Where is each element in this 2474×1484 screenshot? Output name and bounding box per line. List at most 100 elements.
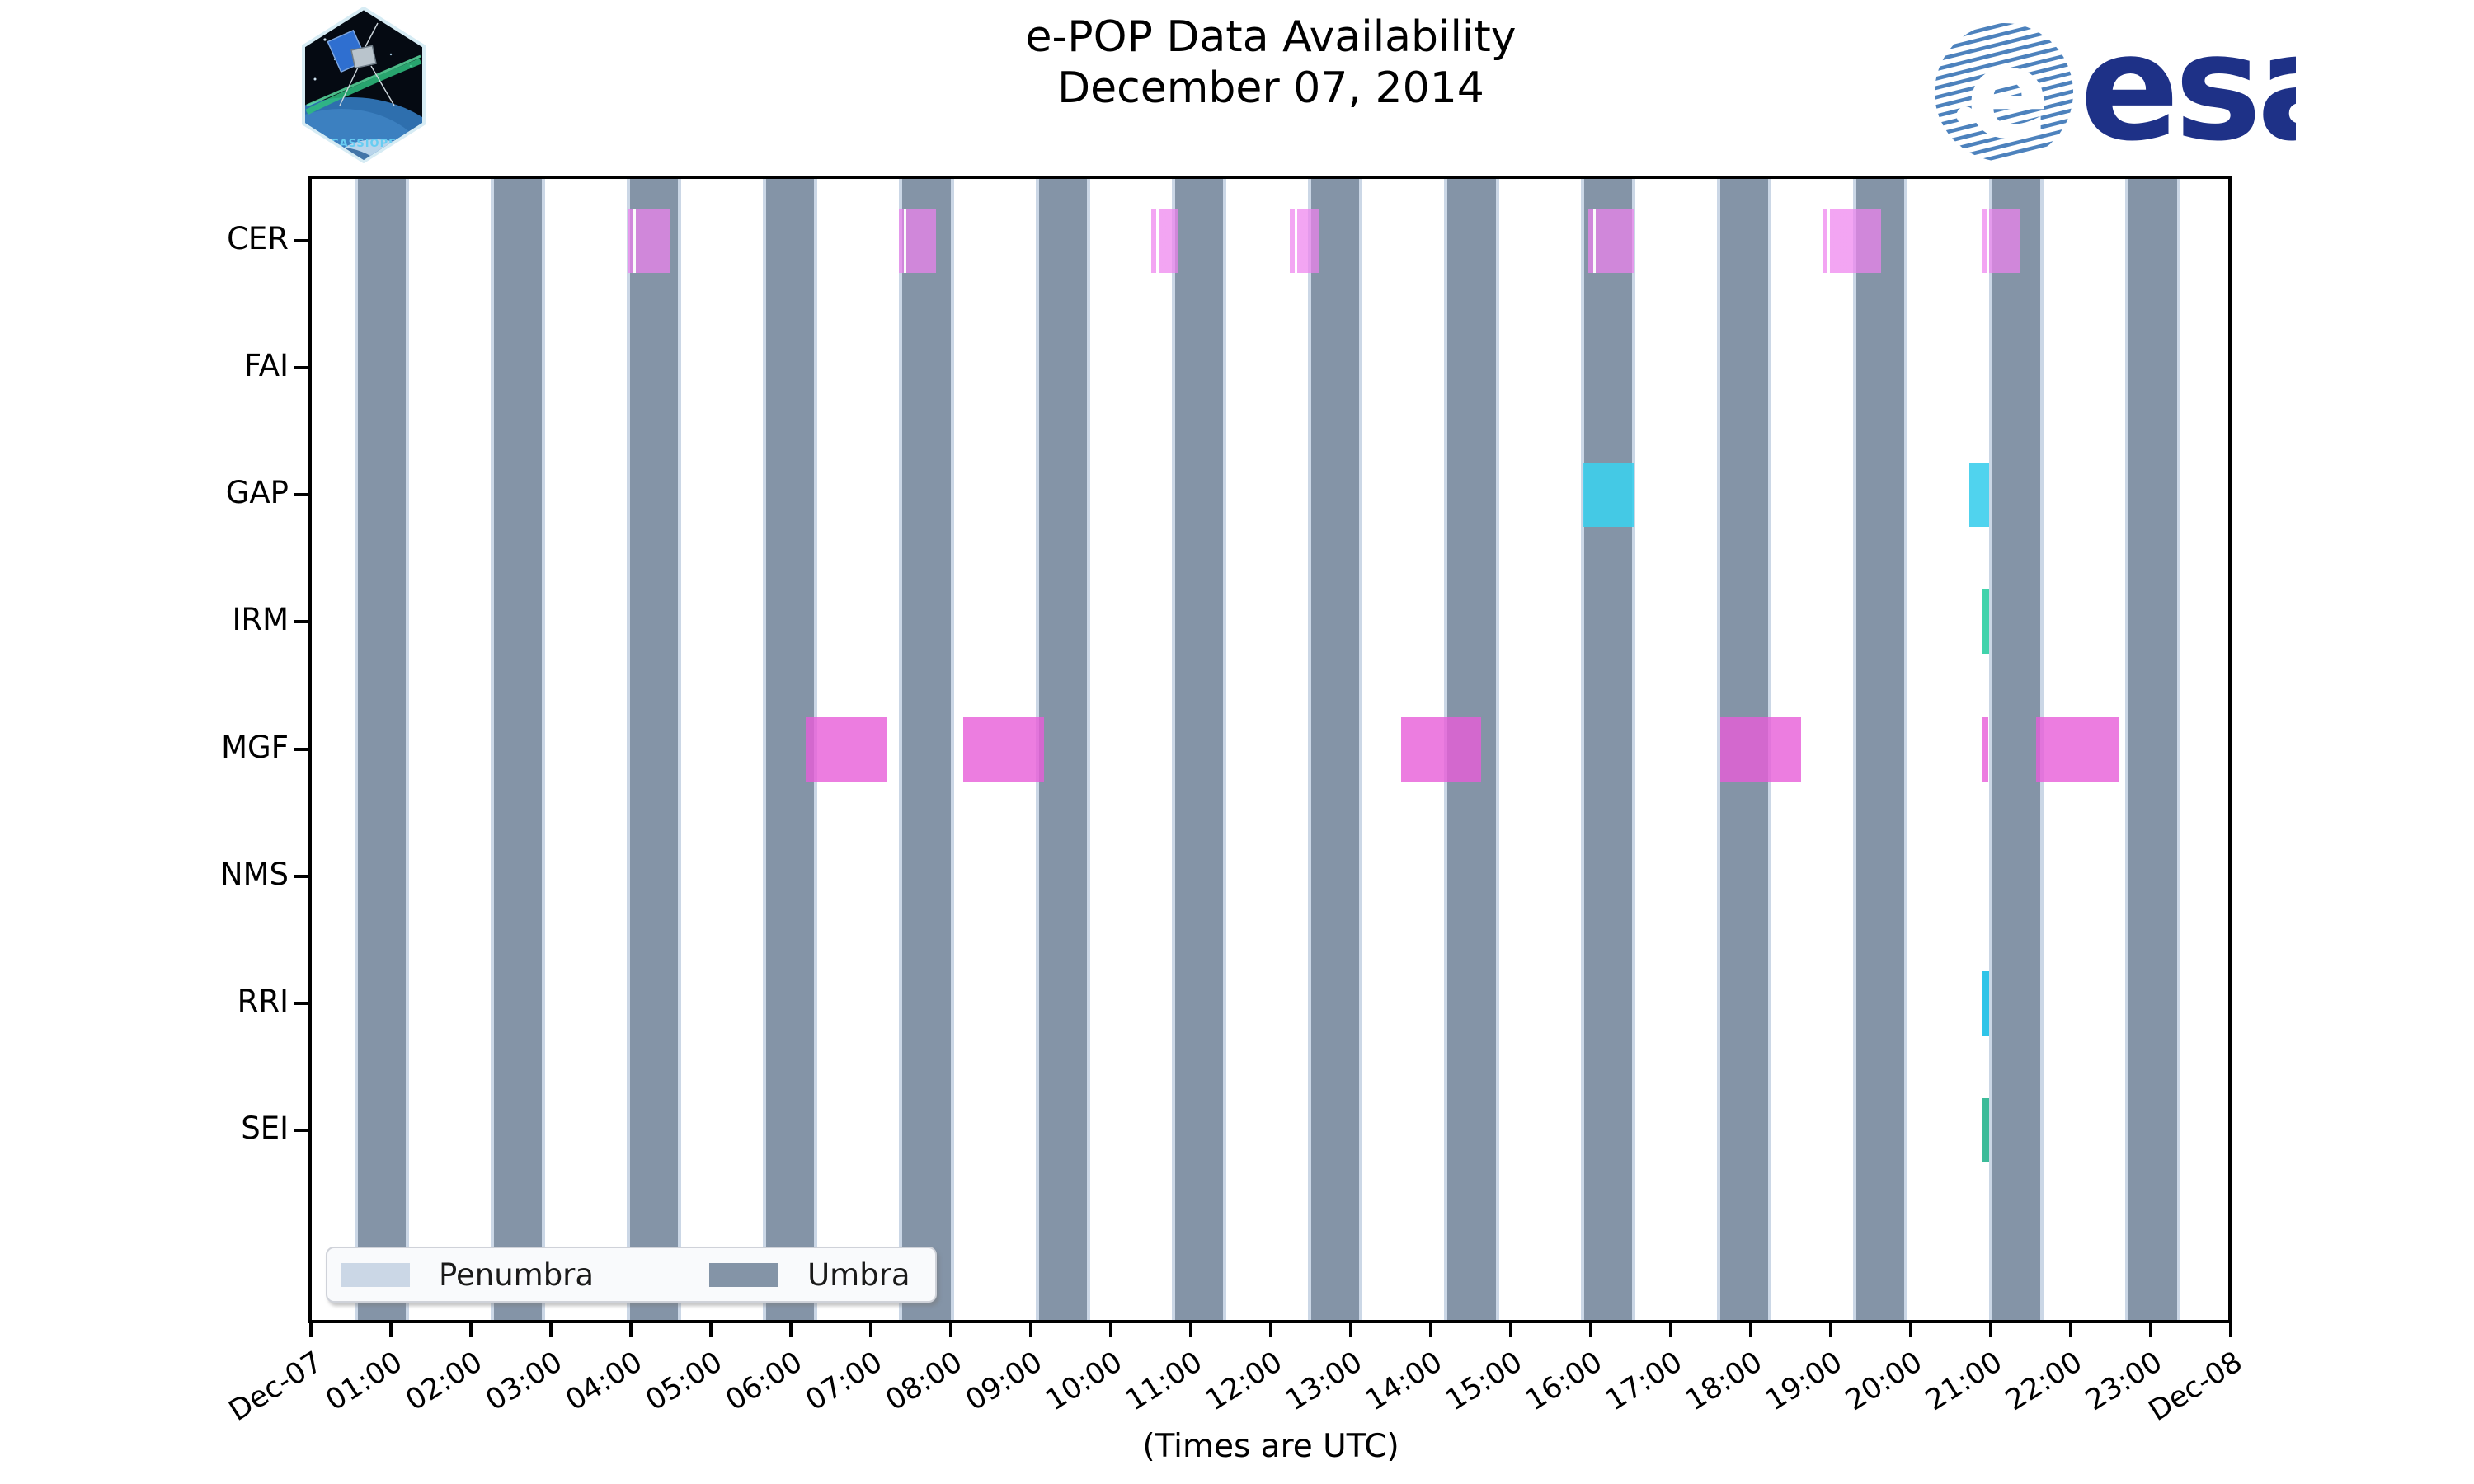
penumbra-strip (1853, 179, 1857, 1320)
penumbra-strip (627, 179, 631, 1320)
availability-bar-mgf (805, 716, 887, 782)
availability-bar-sei (1982, 1097, 1990, 1162)
esa-logo: e esa (1920, 2, 2356, 176)
penumbra-strip (354, 179, 358, 1320)
y-axis-tick (294, 366, 308, 370)
penumbra-strip (405, 179, 409, 1320)
x-axis-tick (1429, 1323, 1432, 1337)
x-axis-tick-label: 04:00 (560, 1345, 649, 1418)
x-axis-tick-label: 12:00 (1200, 1345, 1289, 1418)
x-axis-tick (549, 1323, 553, 1337)
x-axis-tick-label: 16:00 (1520, 1345, 1609, 1418)
y-axis-label-gap: GAP (225, 475, 289, 511)
x-axis-tick (1909, 1323, 1912, 1337)
availability-bar-mgf (2035, 716, 2119, 782)
x-axis-tick (1829, 1323, 1832, 1337)
x-axis-tick (1509, 1323, 1512, 1337)
plot-right-spine (2228, 176, 2232, 1323)
y-axis-label-rri: RRI (237, 983, 289, 1019)
y-axis-label-nms: NMS (219, 856, 289, 892)
availability-bar-rri (1982, 970, 1990, 1036)
x-axis-tick (1749, 1323, 1752, 1337)
penumbra-strip (1359, 179, 1363, 1320)
legend-umbra-label: Umbra (807, 1256, 910, 1293)
x-axis-tick (389, 1323, 393, 1337)
umbra-band (1171, 179, 1227, 1320)
umbra-band (1035, 179, 1090, 1320)
x-axis-tick-label: 13:00 (1280, 1345, 1369, 1418)
legend-umbra-swatch (709, 1262, 779, 1287)
availability-bar-gap (1969, 463, 1990, 528)
x-axis-tick-label: 02:00 (400, 1345, 489, 1418)
penumbra-strip (899, 179, 903, 1320)
y-axis-tick (294, 493, 308, 497)
legend-penumbra-label: Penumbra (439, 1256, 595, 1293)
chart-title-line1: e-POP Data Availability (1025, 12, 1517, 62)
cassiope-patch-graphic: CASSIOPE (302, 6, 426, 164)
penumbra-strip (1989, 179, 1993, 1320)
umbra-band (490, 179, 545, 1320)
x-axis-title: (Times are UTC) (1142, 1428, 1399, 1465)
umbra-band (2125, 179, 2180, 1320)
chart-title: e-POP Data Availability December 07, 201… (776, 12, 1766, 114)
penumbra-strip (763, 179, 767, 1320)
x-axis-tick-label: 15:00 (1440, 1345, 1529, 1418)
legend-penumbra-swatch (341, 1262, 410, 1287)
x-axis-tick-label: 10:00 (1040, 1345, 1129, 1418)
umbra-band (354, 179, 409, 1320)
chart-title-line2: December 07, 2014 (1057, 63, 1484, 113)
y-axis-tick (294, 1001, 308, 1005)
availability-bar-cer (1981, 209, 2020, 273)
availability-bar-cer (1823, 209, 1882, 273)
penumbra-strip (1716, 179, 1720, 1320)
x-axis-tick-label: Dec-08 (2143, 1345, 2249, 1429)
penumbra-strip (950, 179, 954, 1320)
x-axis-tick-label: Dec-07 (223, 1345, 329, 1429)
x-axis-tick (2069, 1323, 2072, 1337)
umbra-band (1580, 179, 1635, 1320)
availability-bar-mgf (962, 716, 1045, 782)
penumbra-strip (1580, 179, 1584, 1320)
x-axis-tick-label: 05:00 (640, 1345, 729, 1418)
x-axis-tick-label: 03:00 (480, 1345, 569, 1418)
x-axis-tick-label: 01:00 (320, 1345, 409, 1418)
x-axis-tick (709, 1323, 713, 1337)
y-axis-tick (294, 239, 308, 242)
penumbra-strip (1086, 179, 1090, 1320)
umbra-band (1989, 179, 2044, 1320)
x-axis-tick-label: 11:00 (1120, 1345, 1209, 1418)
esa-logo-graphic: e esa (1920, 2, 2356, 176)
x-axis-tick (2149, 1323, 2152, 1337)
x-axis-tick-label: 07:00 (800, 1345, 889, 1418)
penumbra-strip (1631, 179, 1635, 1320)
penumbra-strip (541, 179, 545, 1320)
penumbra-strip (678, 179, 682, 1320)
availability-bar-mgf (1719, 716, 1802, 782)
x-axis-tick (1349, 1323, 1352, 1337)
x-axis-tick (1109, 1323, 1112, 1337)
umbra-band (1853, 179, 1908, 1320)
x-axis-tick (869, 1323, 872, 1337)
penumbra-strip (490, 179, 494, 1320)
x-axis-tick-label: 19:00 (1760, 1345, 1849, 1418)
x-axis-tick-label: 21:00 (1920, 1345, 2009, 1418)
plot-left-spine (308, 176, 312, 1323)
x-axis-tick (1269, 1323, 1272, 1337)
y-axis-label-mgf: MGF (221, 729, 289, 765)
availability-bar-cer (1587, 209, 1635, 273)
availability-bar-gap (1583, 463, 1635, 528)
x-axis-tick (949, 1323, 952, 1337)
availability-bar-cer (1150, 209, 1179, 273)
x-axis-tick-label: 20:00 (1840, 1345, 1929, 1418)
y-axis-label-cer: CER (227, 221, 289, 256)
availability-bar-cer (628, 209, 671, 273)
svg-text:CASSIOPE: CASSIOPE (331, 138, 397, 150)
umbra-band (899, 179, 954, 1320)
penumbra-strip (2176, 179, 2180, 1320)
esa-logo-e-glyph: e (1966, 23, 2050, 167)
x-axis-tick (1989, 1323, 1992, 1337)
y-axis-tick (294, 874, 308, 878)
x-axis-tick (469, 1323, 473, 1337)
x-axis-tick-label: 06:00 (720, 1345, 809, 1418)
